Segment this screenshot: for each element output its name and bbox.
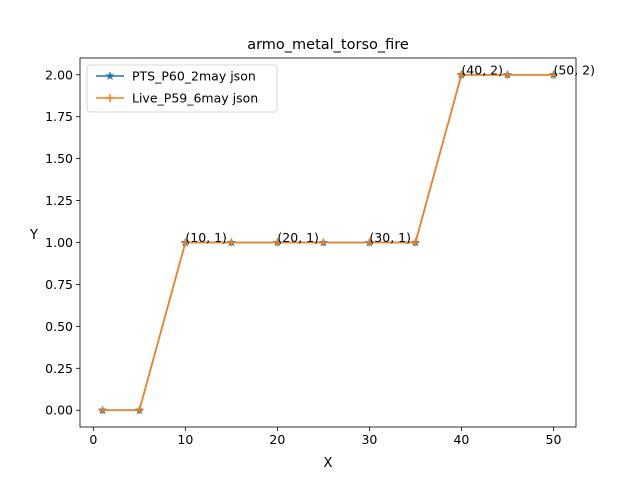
y-tick-label: 0.00 (45, 403, 73, 418)
legend-marker (106, 94, 114, 102)
x-tick-label: 40 (453, 432, 469, 447)
data-point (227, 238, 236, 247)
axes-frame (79, 57, 577, 428)
x-tick-label: 20 (269, 432, 285, 447)
legend: PTS_P60_2may json Live_P59_6may json (86, 64, 278, 113)
legend-marker (105, 71, 115, 81)
data-point (273, 238, 282, 247)
data-point (411, 238, 420, 247)
x-tick-label: 10 (177, 432, 193, 447)
data-point (365, 238, 374, 247)
legend-label: Live_P59_6may json (132, 91, 258, 106)
data-point (549, 70, 558, 79)
plot-area: 0 10 20 30 40 50 0.00 0.25 0.50 0.75 1.00 1.25 1.50 1… (45, 57, 595, 447)
data-point (319, 238, 328, 247)
data-point (503, 70, 512, 79)
data-label: (40, 2) (461, 62, 503, 77)
data-point (98, 406, 107, 415)
data-label: (10, 1) (185, 230, 227, 245)
data-point (181, 238, 190, 247)
series-2 (98, 70, 558, 415)
legend-label: PTS_P60_2may json (132, 69, 256, 84)
data-point (135, 406, 144, 415)
y-tick-label: 2.00 (45, 67, 73, 82)
y-tick-label: 0.25 (45, 361, 73, 376)
x-tick-label: 50 (546, 432, 562, 447)
legend-item: PTS_P60_2may json (96, 69, 256, 84)
legend-frame (86, 64, 278, 113)
legend-item: Live_P59_6may json (96, 91, 258, 106)
data-label: (50, 2) (553, 62, 595, 77)
y-tick-label: 0.50 (45, 319, 73, 334)
y-axis-label: Y (29, 228, 38, 243)
y-tick-label: 1.25 (45, 193, 73, 208)
x-tick-label: 0 (89, 432, 97, 447)
x-tick-label: 30 (361, 432, 377, 447)
data-label: (30, 1) (369, 230, 411, 245)
y-tick-label: 1.75 (45, 109, 73, 124)
y-tick-label: 1.50 (45, 151, 73, 166)
chart-title: armo_metal_torso_fire (247, 37, 409, 53)
y-tick-label: 1.00 (45, 235, 73, 250)
x-axis-label: X (324, 456, 333, 471)
data-point (457, 70, 466, 79)
data-label: (20, 1) (277, 230, 319, 245)
y-tick-label: 0.75 (45, 277, 73, 292)
